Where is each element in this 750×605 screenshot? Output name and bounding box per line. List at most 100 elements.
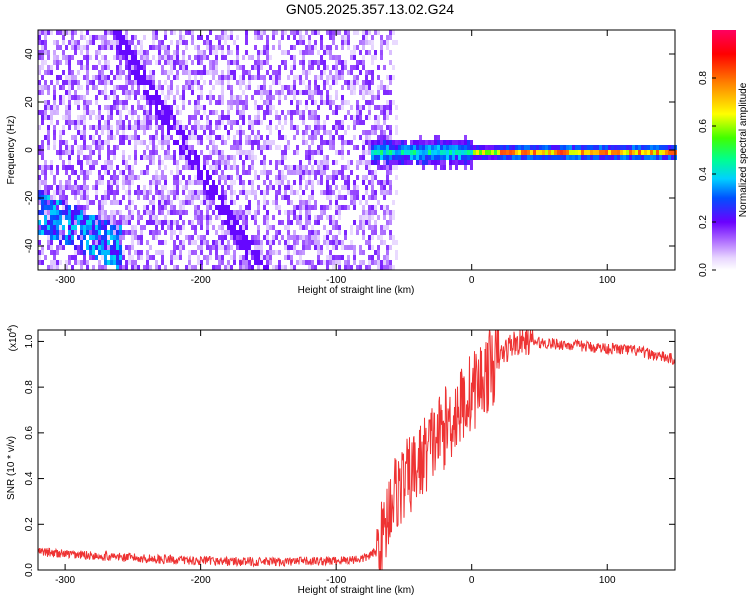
heatmap-cell <box>56 185 59 190</box>
heatmap-cell <box>197 255 200 260</box>
heatmap-cell <box>110 230 113 235</box>
heatmap-cell <box>92 80 95 85</box>
heatmap-cell <box>80 205 83 210</box>
heatmap-cell <box>251 55 254 60</box>
snr-x-axis-label: Height of straight line (km) <box>298 585 415 596</box>
heatmap-cell <box>326 255 329 260</box>
heatmap-cell <box>356 160 359 165</box>
heatmap-cell <box>344 40 347 45</box>
heatmap-cell <box>122 40 125 45</box>
heatmap-cell <box>119 260 122 265</box>
heatmap-cell <box>53 265 56 270</box>
heatmap-cell <box>260 85 263 90</box>
heatmap-cell <box>38 110 41 115</box>
heatmap-cell <box>86 60 89 65</box>
heatmap-cell <box>137 250 140 255</box>
heatmap-cell <box>269 65 272 70</box>
heatmap-cell <box>113 35 116 40</box>
heatmap-cell <box>239 235 242 240</box>
heatmap-cell <box>287 215 290 220</box>
heatmap-cell <box>326 100 329 105</box>
heatmap-cell <box>41 245 44 250</box>
heatmap-cell <box>143 125 146 130</box>
heatmap-cell <box>362 230 365 235</box>
heatmap-cell <box>113 240 116 245</box>
heatmap-cell <box>320 100 323 105</box>
heatmap-cell <box>65 240 68 245</box>
heatmap-cell <box>389 75 392 80</box>
heatmap-cell <box>221 195 224 200</box>
heatmap-cell <box>119 225 122 230</box>
heatmap-cell <box>323 165 326 170</box>
heatmap-cell <box>515 150 518 155</box>
heatmap-cell <box>53 40 56 45</box>
heatmap-cell <box>167 60 170 65</box>
heatmap-cell <box>170 40 173 45</box>
heatmap-cell <box>131 50 134 55</box>
heatmap-cell <box>155 35 158 40</box>
heatmap-cell <box>389 155 392 160</box>
heatmap-cell <box>356 120 359 125</box>
heatmap-cell <box>194 70 197 75</box>
heatmap-cell <box>95 140 98 145</box>
heatmap-cell <box>122 130 125 135</box>
heatmap-cell <box>215 245 218 250</box>
heatmap-cell <box>59 225 62 230</box>
heatmap-cell <box>92 255 95 260</box>
heatmap-cell <box>368 220 371 225</box>
heatmap-cell <box>350 80 353 85</box>
heatmap-cell <box>227 185 230 190</box>
heatmap-cell <box>356 165 359 170</box>
heatmap-cell <box>59 145 62 150</box>
heatmap-cell <box>176 75 179 80</box>
heatmap-cell <box>185 125 188 130</box>
heatmap-cell <box>317 125 320 130</box>
heatmap-cell <box>98 110 101 115</box>
heatmap-cell <box>380 265 383 270</box>
heatmap-cell <box>380 80 383 85</box>
heatmap-cell <box>74 80 77 85</box>
heatmap-cell <box>116 165 119 170</box>
heatmap-cell <box>314 230 317 235</box>
heatmap-cell <box>131 210 134 215</box>
heatmap-cell <box>371 80 374 85</box>
heatmap-cell <box>38 40 41 45</box>
heatmap-cell <box>203 70 206 75</box>
heatmap-cell <box>458 150 461 155</box>
heatmap-cell <box>83 230 86 235</box>
heatmap-cell <box>98 125 101 130</box>
heatmap-cell <box>572 150 575 155</box>
heatmap-cell <box>53 260 56 265</box>
heatmap-cell <box>59 150 62 155</box>
heatmap-cell <box>113 230 116 235</box>
heatmap-cell <box>68 60 71 65</box>
heatmap-cell <box>110 70 113 75</box>
heatmap-cell <box>266 210 269 215</box>
heatmap-cell <box>314 110 317 115</box>
heatmap-cell <box>71 265 74 270</box>
heatmap-cell <box>65 75 68 80</box>
heatmap-cell <box>305 245 308 250</box>
heatmap-cell <box>152 230 155 235</box>
heatmap-cell <box>143 105 146 110</box>
heatmap-cell <box>71 255 74 260</box>
heatmap-cell <box>137 210 140 215</box>
heatmap-cell <box>254 240 257 245</box>
heatmap-cell <box>56 210 59 215</box>
heatmap-cell <box>296 100 299 105</box>
heatmap-cell <box>83 115 86 120</box>
heatmap-cell <box>50 260 53 265</box>
heatmap-cell <box>224 125 227 130</box>
heatmap-cell <box>236 195 239 200</box>
heatmap-cell <box>512 150 515 155</box>
heatmap-cell <box>128 195 131 200</box>
heatmap-cell <box>107 185 110 190</box>
heatmap-cell <box>395 125 398 130</box>
heatmap-cell <box>224 75 227 80</box>
heatmap-cell <box>47 200 50 205</box>
heatmap-cell <box>425 155 428 160</box>
heatmap-cell <box>236 110 239 115</box>
heatmap-cell <box>110 245 113 250</box>
heatmap-cell <box>44 230 47 235</box>
heatmap-cell <box>47 245 50 250</box>
